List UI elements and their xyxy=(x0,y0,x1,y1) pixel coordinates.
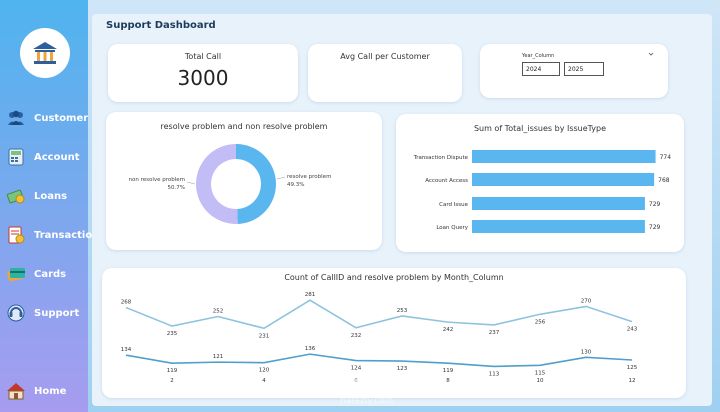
page-title: Support Dashboard xyxy=(106,20,216,31)
sidebar-item-label: Account xyxy=(34,151,80,163)
line-chart-card: Count of CallID and resolve problem by M… xyxy=(102,268,686,398)
users-icon xyxy=(8,110,24,125)
data-label: 235 xyxy=(167,331,178,337)
slicer-to-input[interactable]: 2025 xyxy=(564,62,604,76)
data-label: 268 xyxy=(121,300,132,306)
chart-title: Count of CallID and resolve problem by M… xyxy=(284,273,503,282)
x-tick-label: 8 xyxy=(446,378,450,384)
home-icon xyxy=(7,383,25,400)
sidebar-item-label: Home xyxy=(34,385,67,397)
data-label: 270 xyxy=(581,298,592,304)
sidebar-item-account[interactable]: Account xyxy=(6,146,79,168)
data-label: 115 xyxy=(535,370,546,376)
year-slicer: Year_Column 2024 2025 xyxy=(480,44,668,98)
donut-chart-card: resolve problem and non resolve problem n… xyxy=(106,112,382,250)
x-tick-label: 10 xyxy=(537,378,544,384)
leader-line xyxy=(276,176,286,180)
sidebar-item-loans[interactable]: Loans xyxy=(6,185,67,207)
data-label: 130 xyxy=(581,349,592,355)
money-icon xyxy=(6,189,25,204)
transaction-icon xyxy=(8,226,25,244)
dashboard-canvas: Support Dashboard Total Call 3000 Avg Ca… xyxy=(92,14,712,406)
sidebar-item-label: Transaction xyxy=(34,229,100,241)
donut-slice xyxy=(196,144,238,224)
sidebar-item-label: Customer xyxy=(34,112,89,124)
kpi-value: 3000 xyxy=(177,66,229,90)
bar-value-label: 729 xyxy=(649,224,661,231)
slice-value-label: 49.3% xyxy=(287,182,304,188)
sidebar-item-transaction[interactable]: Transaction xyxy=(6,224,99,246)
line-series-top xyxy=(125,299,633,330)
data-label: 123 xyxy=(397,366,408,372)
data-label: 231 xyxy=(259,333,270,339)
data-label: 253 xyxy=(397,308,408,314)
data-label: 242 xyxy=(443,327,454,333)
line-series-bottom xyxy=(125,353,633,368)
bar-value-label: 729 xyxy=(649,201,661,208)
bar xyxy=(472,197,645,210)
slicer-from-input[interactable]: 2024 xyxy=(522,62,560,76)
donut-slice xyxy=(236,144,277,224)
sidebar-item-cards[interactable]: Cards xyxy=(6,263,66,285)
bar-value-label: 768 xyxy=(658,177,670,184)
support-icon xyxy=(7,304,25,322)
data-label: 134 xyxy=(121,347,132,353)
kpi-label: Avg Call per Customer xyxy=(340,52,430,61)
data-label: 237 xyxy=(489,330,500,336)
data-label: 281 xyxy=(305,292,316,298)
data-label: 113 xyxy=(489,371,500,377)
sidebar-item-support[interactable]: Support xyxy=(6,302,79,324)
sidebar-item-customer[interactable]: Customer xyxy=(6,107,88,129)
kpi-label: Total Call xyxy=(184,52,222,61)
sidebar-item-label: Support xyxy=(34,307,80,319)
data-label: 243 xyxy=(627,327,638,333)
data-label: 121 xyxy=(213,354,224,360)
x-tick-label: 2 xyxy=(170,378,174,384)
data-label: 252 xyxy=(213,309,224,315)
data-label: 125 xyxy=(627,365,638,371)
bar xyxy=(472,173,655,186)
sidebar: Customer Account Loans Transaction xyxy=(0,0,99,412)
bar xyxy=(472,150,656,163)
credit-card-icon xyxy=(7,268,25,282)
bar-chart-card: Sum of Total_issues by IssueType Transact… xyxy=(396,114,684,252)
chart-title: Sum of Total_issues by IssueType xyxy=(474,124,606,133)
logo[interactable] xyxy=(20,28,70,78)
data-label: 256 xyxy=(535,319,546,325)
bank-icon xyxy=(33,42,57,64)
chart-title: resolve problem and non resolve problem xyxy=(161,122,328,131)
sidebar-item-home[interactable]: Home xyxy=(6,380,66,402)
bar-value-label: 774 xyxy=(660,154,672,161)
data-label: 124 xyxy=(351,366,362,372)
x-tick-label: 6 xyxy=(354,378,358,384)
donut-chart: resolve problem and non resolve problem n… xyxy=(128,122,331,224)
line-chart: Count of CallID and resolve problem by M… xyxy=(121,273,638,384)
kpi-card-total-call: Total Call 3000 xyxy=(108,44,298,102)
data-label: 119 xyxy=(167,368,178,374)
x-tick-label: 4 xyxy=(262,378,266,384)
data-label: 119 xyxy=(443,368,454,374)
bar-category-label: Loan Query xyxy=(436,225,468,231)
calculator-icon xyxy=(8,148,24,166)
watermark-url: nafezly.com xyxy=(340,396,394,406)
slicer-label: Year_Column xyxy=(522,53,555,59)
data-label: 136 xyxy=(305,346,316,352)
slice-label: non resolve problem xyxy=(128,177,185,183)
data-label: 120 xyxy=(259,368,270,374)
sidebar-item-label: Loans xyxy=(34,190,68,202)
bar-category-label: Transaction Dispute xyxy=(413,155,469,161)
bar-category-label: Card Issue xyxy=(439,202,468,208)
bar-category-label: Account Access xyxy=(425,178,468,184)
slice-value-label: 50.7% xyxy=(168,185,185,191)
leader-line xyxy=(186,181,196,185)
chevron-down-icon[interactable] xyxy=(648,51,654,57)
slice-label: resolve problem xyxy=(287,174,331,180)
sidebar-item-label: Cards xyxy=(34,268,67,280)
bar-chart: Sum of Total_issues by IssueType Transact… xyxy=(413,124,672,233)
bar xyxy=(472,220,645,233)
x-tick-label: 12 xyxy=(629,378,636,384)
watermark: نفذلي xyxy=(318,368,386,393)
data-label: 232 xyxy=(351,333,362,339)
kpi-card-avg-call: Avg Call per Customer xyxy=(308,44,462,102)
